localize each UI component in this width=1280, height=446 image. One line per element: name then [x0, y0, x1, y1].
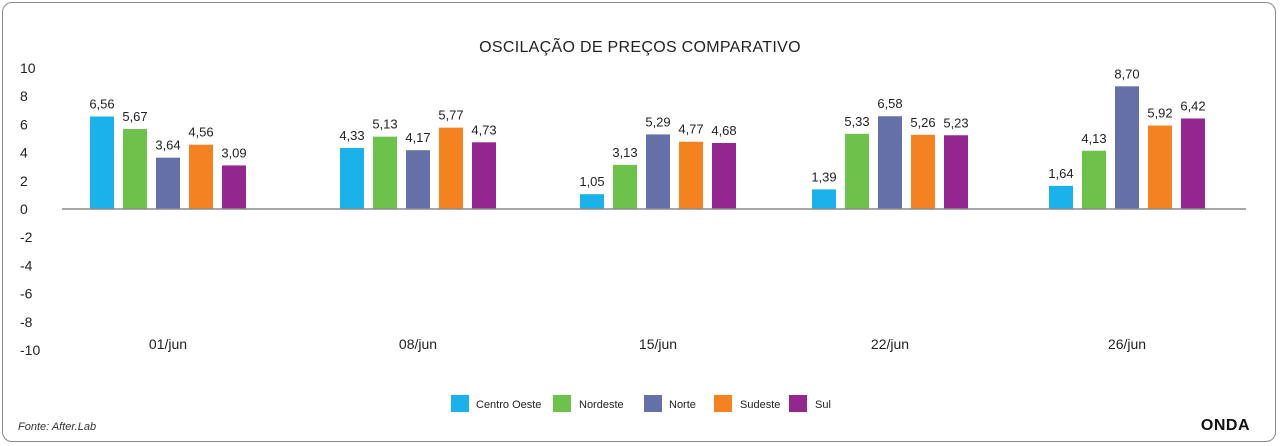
bar-value-label: 5,33 — [844, 114, 869, 129]
bar — [472, 142, 496, 209]
brand-logo: ONDA — [1200, 417, 1250, 434]
bar — [406, 150, 430, 209]
bar-value-label: 6,42 — [1180, 98, 1205, 113]
y-tick-label: 2 — [20, 173, 28, 189]
bar-value-label: 3,13 — [612, 145, 637, 160]
bar — [189, 144, 213, 209]
bar-value-label: 5,26 — [910, 115, 935, 130]
y-tick-label: 0 — [20, 201, 28, 217]
bar-value-label: 5,77 — [438, 108, 463, 123]
bar-value-label: 1,64 — [1048, 166, 1073, 181]
bar — [679, 141, 703, 209]
bar — [439, 127, 463, 209]
bar-value-label: 3,64 — [155, 138, 180, 153]
bar — [646, 134, 670, 209]
bar-value-label: 4,17 — [405, 130, 430, 145]
legend-swatch — [714, 395, 732, 412]
legend-label: Sul — [815, 399, 831, 411]
bar-value-label: 8,70 — [1114, 66, 1139, 81]
bar — [90, 116, 114, 209]
bar — [613, 164, 637, 209]
bar — [222, 165, 246, 209]
legend-swatch — [451, 395, 469, 412]
bar — [1049, 185, 1073, 209]
y-tick-label: 6 — [20, 116, 28, 132]
bar-value-label: 6,56 — [89, 97, 114, 112]
bar-value-label: 5,67 — [122, 109, 147, 124]
bar-labels-group: 6,56 5,67 3,64 4,56 3,09 4,33 5,13 4,17 5,77 4,73… — [89, 66, 1205, 189]
legend-label: Centro Oeste — [476, 399, 541, 411]
bar — [340, 147, 364, 209]
x-tick-label: 26/jun — [1108, 336, 1146, 352]
x-axis: 01/jun 08/jun 15/jun 22/jun 26/jun — [62, 208, 1246, 352]
legend-label: Nordeste — [579, 399, 624, 411]
x-tick-label: 22/jun — [871, 336, 909, 352]
bar-value-label: 5,13 — [372, 117, 397, 132]
legend-swatch — [644, 395, 662, 412]
bar — [123, 129, 147, 209]
bar — [911, 134, 935, 209]
bar-value-label: 5,23 — [943, 115, 968, 130]
bar — [878, 116, 902, 209]
y-tick-label: 8 — [20, 88, 28, 104]
chart-title: OSCILAÇÃO DE PREÇOS COMPARATIVO — [479, 36, 801, 56]
bar-value-label: 4,77 — [678, 122, 703, 137]
legend-swatch — [789, 395, 807, 412]
source-note: Fonte: After.Lab — [18, 421, 97, 433]
y-tick-label: 10 — [20, 60, 36, 76]
bar — [1181, 118, 1205, 209]
bar-value-label: 4,68 — [711, 123, 736, 138]
bar — [712, 143, 736, 209]
y-axis: 10 8 6 4 2 0 -2 -4 -6 -8 -10 — [20, 60, 40, 358]
bar — [1115, 86, 1139, 209]
bar-value-label: 5,29 — [645, 114, 670, 129]
bar-value-label: 4,33 — [339, 128, 364, 143]
x-tick-label: 15/jun — [639, 336, 677, 352]
legend-swatch — [553, 395, 571, 412]
bar-value-label: 4,13 — [1081, 131, 1106, 146]
bar — [156, 157, 180, 209]
y-tick-label: 4 — [20, 145, 28, 161]
x-tick-label: 01/jun — [149, 336, 187, 352]
y-tick-label: -4 — [20, 257, 33, 273]
bar — [845, 133, 869, 209]
legend-label: Sudeste — [740, 399, 780, 411]
bars-group — [90, 86, 1205, 209]
bar — [1148, 125, 1172, 209]
bar-value-label: 1,39 — [811, 169, 836, 184]
y-tick-label: -6 — [20, 286, 33, 302]
bar-value-label: 1,05 — [579, 174, 604, 189]
y-tick-label: -10 — [20, 342, 40, 358]
bar — [580, 194, 604, 209]
y-tick-label: -8 — [20, 314, 33, 330]
bar — [944, 135, 968, 209]
bar-value-label: 4,56 — [188, 125, 213, 140]
bar-value-label: 5,92 — [1147, 106, 1172, 121]
legend: Centro Oeste Nordeste Norte Sudeste Sul — [451, 395, 831, 412]
bar — [812, 189, 836, 209]
y-tick-label: -2 — [20, 229, 33, 245]
bar — [1082, 150, 1106, 209]
bar-value-label: 6,58 — [877, 96, 902, 111]
bar-value-label: 3,09 — [221, 145, 246, 160]
bar-value-label: 4,73 — [471, 122, 496, 137]
x-tick-label: 08/jun — [399, 336, 437, 352]
bar — [373, 136, 397, 209]
legend-label: Norte — [669, 399, 696, 411]
